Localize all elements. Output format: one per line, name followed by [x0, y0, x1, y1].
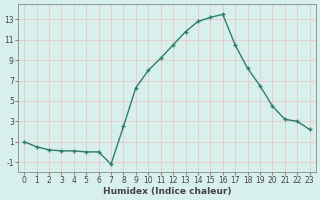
- X-axis label: Humidex (Indice chaleur): Humidex (Indice chaleur): [103, 187, 231, 196]
